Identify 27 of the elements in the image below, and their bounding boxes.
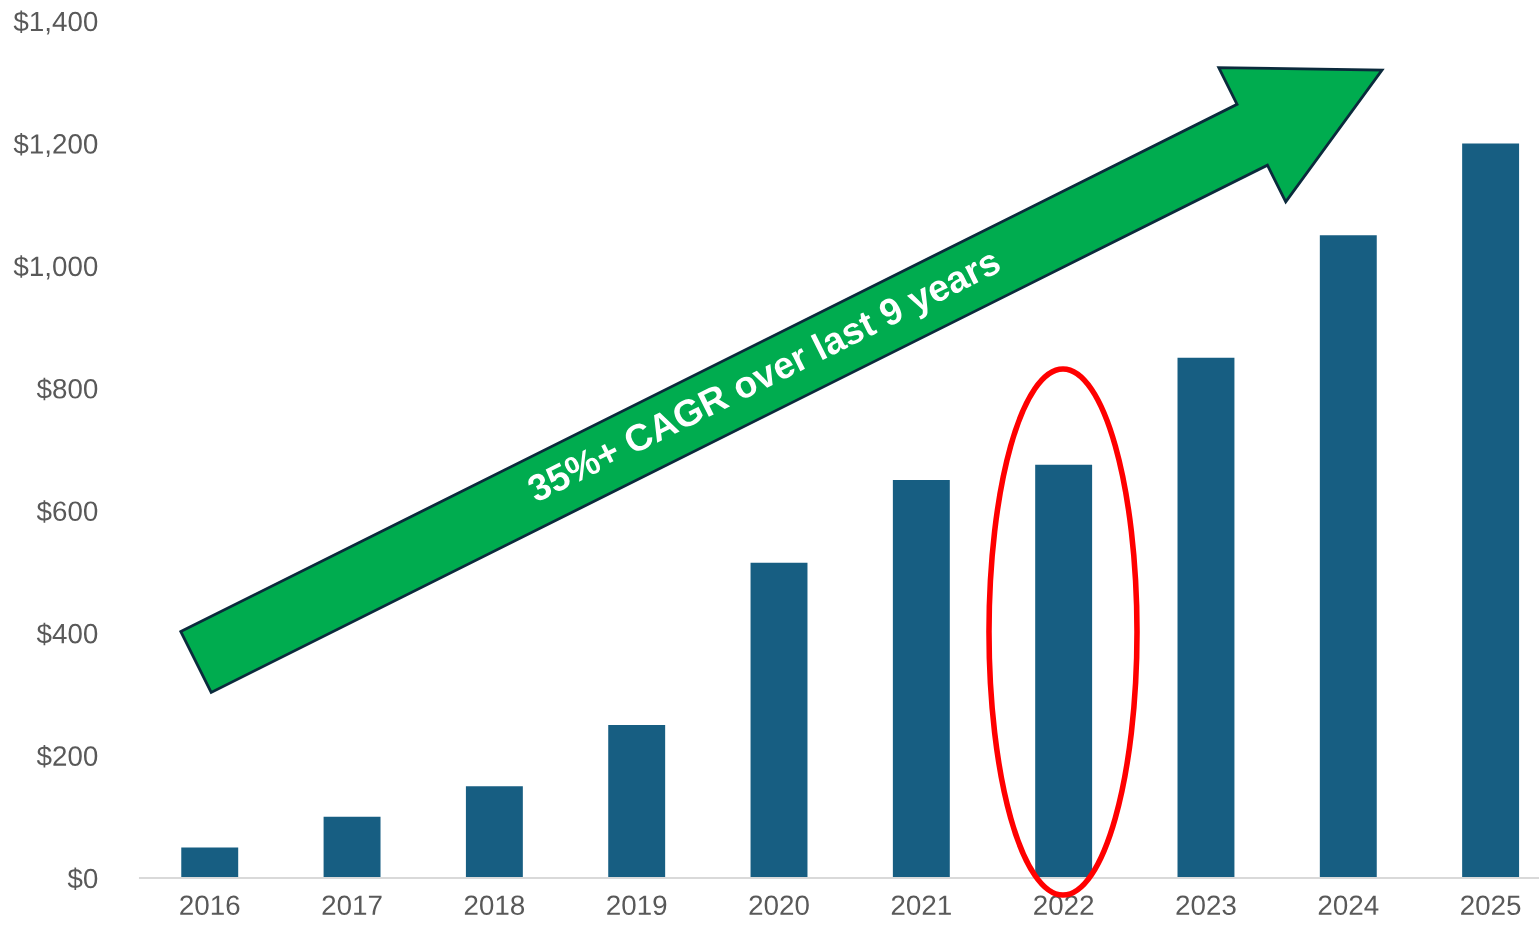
bar bbox=[892, 480, 950, 878]
bar bbox=[1319, 235, 1377, 878]
bar bbox=[323, 816, 381, 878]
y-tick-label: $800 bbox=[36, 377, 98, 401]
y-tick-label: $1,200 bbox=[13, 132, 98, 158]
bar bbox=[181, 847, 239, 878]
bar bbox=[1462, 143, 1520, 878]
x-tick-label: 2020 bbox=[749, 895, 809, 916]
y-tick-label: $200 bbox=[36, 745, 98, 768]
x-tick-label: 2018 bbox=[464, 895, 525, 916]
x-tick-label: 2024 bbox=[1318, 895, 1379, 916]
y-tick-label: $600 bbox=[36, 500, 98, 523]
x-tick-label: 2016 bbox=[180, 895, 240, 916]
x-tick-label: 2025 bbox=[1461, 895, 1521, 916]
y-tick-label: $0 bbox=[67, 867, 98, 890]
bar bbox=[1177, 357, 1235, 878]
y-tick-label: $400 bbox=[36, 622, 98, 646]
y-tick-label: $1,400 bbox=[13, 10, 98, 35]
x-tick-label: 2019 bbox=[607, 895, 667, 916]
x-tick-label: 2023 bbox=[1176, 895, 1236, 916]
x-tick-label: 2022 bbox=[1034, 895, 1094, 916]
x-tick-label: 2021 bbox=[891, 895, 951, 916]
x-tick-label: 2017 bbox=[322, 895, 382, 916]
bar bbox=[750, 562, 808, 878]
bar bbox=[608, 724, 666, 878]
bar bbox=[465, 786, 523, 878]
y-tick-label: $1,000 bbox=[13, 255, 98, 280]
